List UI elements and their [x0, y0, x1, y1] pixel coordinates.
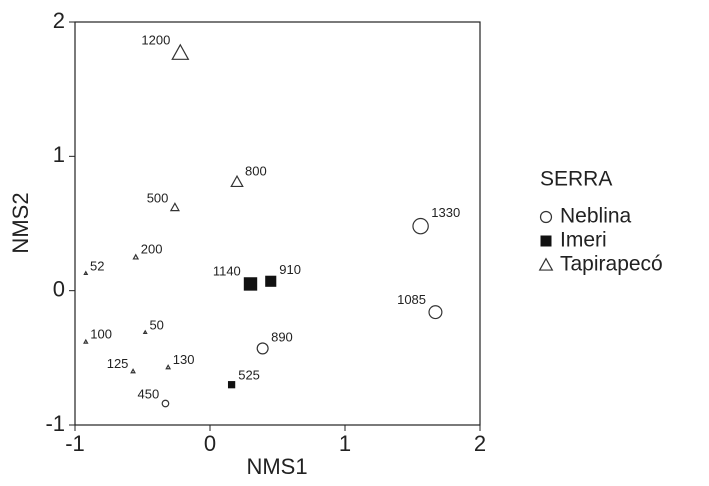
legend-title: SERRA — [540, 168, 612, 191]
x-tick-label: 2 — [474, 431, 486, 456]
point-label: 450 — [137, 387, 159, 402]
point-label: 125 — [107, 356, 129, 371]
point — [428, 305, 443, 320]
point-label: 1085 — [397, 292, 426, 307]
point — [83, 270, 89, 275]
point — [230, 174, 244, 188]
x-tick-label: -1 — [65, 431, 85, 456]
x-tick-label: 1 — [339, 431, 351, 456]
point — [256, 342, 269, 355]
point — [142, 329, 148, 335]
y-tick-label: -1 — [45, 411, 65, 436]
legend-marker — [538, 257, 554, 271]
legend-label: Imeri — [560, 229, 607, 252]
legend-label: Neblina — [560, 205, 632, 228]
point-label: 910 — [279, 262, 301, 277]
legend-marker — [539, 210, 553, 224]
point-label: 1330 — [431, 205, 460, 220]
point — [83, 338, 89, 344]
point — [165, 364, 172, 370]
y-axis-label: NMS2 — [8, 192, 33, 253]
point — [227, 381, 236, 389]
point-label: 130 — [173, 352, 195, 367]
point-label: 50 — [149, 317, 163, 332]
point-label: 500 — [147, 190, 169, 205]
legend-label: Tapirapecó — [560, 253, 663, 276]
point — [130, 368, 136, 374]
point-label: 1200 — [141, 32, 170, 47]
point — [169, 202, 180, 212]
point — [243, 277, 258, 291]
point — [132, 253, 140, 260]
point-label: 1140 — [213, 264, 241, 279]
point — [412, 217, 429, 235]
point-label: 200 — [141, 242, 163, 257]
point-label: 525 — [238, 368, 260, 383]
y-tick-label: 0 — [53, 276, 65, 301]
plot-frame — [74, 21, 481, 426]
legend-marker — [540, 235, 552, 247]
x-axis-label: NMS1 — [246, 454, 307, 479]
point — [171, 43, 190, 60]
y-tick-label: 1 — [53, 142, 65, 167]
x-tick-label: 0 — [204, 431, 216, 456]
point-label: 800 — [245, 163, 267, 178]
point-label: 100 — [90, 327, 112, 342]
point — [161, 399, 170, 408]
point-label: 890 — [271, 329, 293, 344]
point — [265, 275, 277, 287]
point-label: 52 — [90, 258, 104, 273]
y-tick-label: 2 — [53, 8, 65, 33]
